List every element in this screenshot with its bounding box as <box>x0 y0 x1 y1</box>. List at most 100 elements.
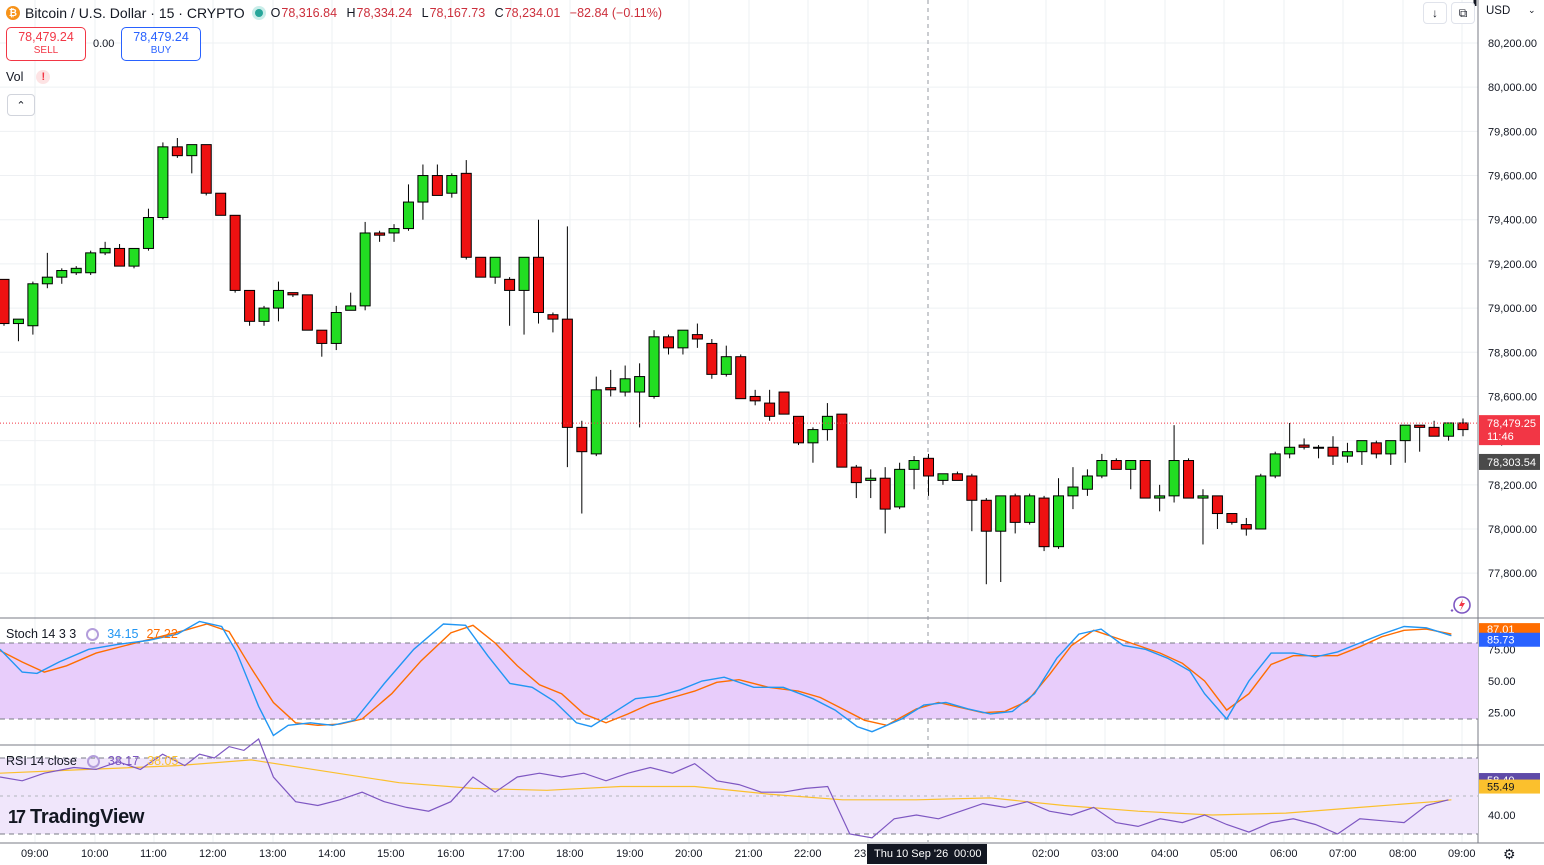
stoch-tick-label: 75.00 <box>1488 644 1516 656</box>
candle-body <box>1081 475 1093 490</box>
symbol-header[interactable]: ₿ Bitcoin / U.S. Dollar · 15 · CRYPTO O7… <box>6 3 668 23</box>
chevron-down-icon[interactable]: ⌄ <box>1528 5 1536 15</box>
rsi-ma-line <box>0 759 1452 816</box>
candle-body <box>821 415 833 431</box>
rsi-value: 38.17 <box>107 754 140 768</box>
candle-body <box>301 294 313 331</box>
warning-icon[interactable]: ! <box>36 70 51 84</box>
time-tick-label: 21:00 <box>735 848 763 860</box>
price-tick-label: 77,800.00 <box>1488 568 1537 580</box>
tradingview-logo[interactable]: 17 TradingView <box>8 806 144 829</box>
stoch-k-line <box>0 620 1452 737</box>
candle-body <box>966 475 978 501</box>
rsi-band <box>0 758 1478 834</box>
candle-body <box>402 201 414 230</box>
market-status-icon <box>254 9 263 17</box>
candle-body <box>518 256 530 291</box>
candle-body <box>27 283 39 327</box>
candle-body <box>475 256 487 278</box>
rsi-ma-tag <box>1479 779 1540 794</box>
candle-body <box>1457 422 1469 431</box>
stoch-legend[interactable]: Stoch 14 3 3 34.15 27.22 <box>6 627 178 641</box>
restore-window-icon[interactable]: ⧉ <box>1451 2 1475 24</box>
time-tick-label: 09:00 <box>1448 848 1476 860</box>
candle-body <box>1356 440 1368 453</box>
candle-body <box>590 389 602 455</box>
price-tick-label: 78,000.00 <box>1488 524 1537 536</box>
candle-body <box>1313 446 1325 449</box>
time-tick-label: 02:00 <box>1032 848 1060 860</box>
stoch-label: Stoch 14 3 3 <box>6 627 77 641</box>
candle-body <box>1067 486 1079 497</box>
price-tick-label: 79,200.00 <box>1488 259 1537 271</box>
candle-body <box>1226 513 1238 523</box>
buy-label: BUY <box>150 45 172 56</box>
download-arrow-icon[interactable]: ↓ <box>1423 2 1447 24</box>
lightning-icon[interactable] <box>1449 594 1473 616</box>
rsi-line <box>0 738 1449 839</box>
rsi-ma-value: 38.05 <box>147 754 179 768</box>
sell-label: SELL <box>33 45 59 56</box>
candle-body <box>56 270 68 278</box>
collapse-legend-button[interactable]: ⌃ <box>7 94 35 116</box>
candle-body <box>894 468 906 508</box>
candle-body <box>1341 451 1353 457</box>
candle-body <box>1255 475 1267 530</box>
last-price-label: 78,479.25 <box>1487 418 1536 430</box>
candle-body <box>749 395 761 402</box>
candle-body <box>720 356 732 375</box>
time-tick-label: 06:00 <box>1270 848 1298 860</box>
candle-body <box>1327 446 1339 457</box>
ohlc-change: −82.84 (−0.11%) <box>569 6 662 20</box>
rsi-tick-label: 40.00 <box>1488 810 1516 822</box>
candle-body <box>142 217 154 249</box>
candle-body <box>114 247 126 267</box>
time-tick-label: 22:00 <box>794 848 822 860</box>
candle-body <box>865 477 877 481</box>
candle-body <box>908 460 920 470</box>
currency-selector[interactable]: USD <box>1486 5 1511 17</box>
buy-price: 78,479.24 <box>133 30 189 44</box>
candle-body <box>1269 453 1281 477</box>
candle-body <box>1298 444 1310 448</box>
last-price-tag <box>1479 415 1540 446</box>
candle-body <box>995 495 1007 532</box>
candle-body <box>12 318 24 325</box>
candle-body <box>532 256 544 314</box>
candle-body <box>1139 460 1151 499</box>
candle-body <box>1428 426 1440 437</box>
candle-body <box>735 356 747 400</box>
rsi-legend[interactable]: RSI 14 close 38.17 38.05 <box>6 754 178 768</box>
sell-button[interactable]: 78,479.24 SELL <box>6 27 86 61</box>
volume-legend[interactable]: Vol ! <box>6 70 51 84</box>
buy-button[interactable]: 78,479.24 BUY <box>121 27 201 61</box>
gear-icon[interactable]: ⚙ <box>1503 846 1516 862</box>
symbol-title[interactable]: Bitcoin / U.S. Dollar · 15 · CRYPTO <box>25 5 245 21</box>
loading-ring-icon <box>86 627 100 641</box>
time-tick-label: 13:00 <box>259 848 287 860</box>
candle-body <box>807 429 819 444</box>
candle-body <box>215 192 227 216</box>
candle-body <box>316 329 328 344</box>
time-tick-label: 14:00 <box>318 848 346 860</box>
candle-body <box>1009 495 1021 523</box>
stoch-band <box>0 643 1478 719</box>
candle-body <box>1053 495 1065 548</box>
candle-body <box>85 252 97 274</box>
candle-body <box>764 402 776 417</box>
candle-body <box>951 473 963 481</box>
candle-body <box>836 413 848 468</box>
ohlc-close: 78,234.01 <box>504 6 561 20</box>
stoch-d-value: 27.22 <box>146 627 178 641</box>
stoch-d-tag <box>1479 623 1540 636</box>
rsi-ma-axis-label: 55.49 <box>1487 782 1515 794</box>
candle-body <box>374 232 386 236</box>
candle-body <box>923 457 935 477</box>
candle-body <box>778 391 790 415</box>
candle-body <box>605 387 617 391</box>
loading-ring-icon <box>86 754 100 768</box>
candle-body <box>431 175 443 196</box>
candle-body <box>850 466 862 484</box>
crosshair-time-label: 00:00 <box>954 848 982 860</box>
